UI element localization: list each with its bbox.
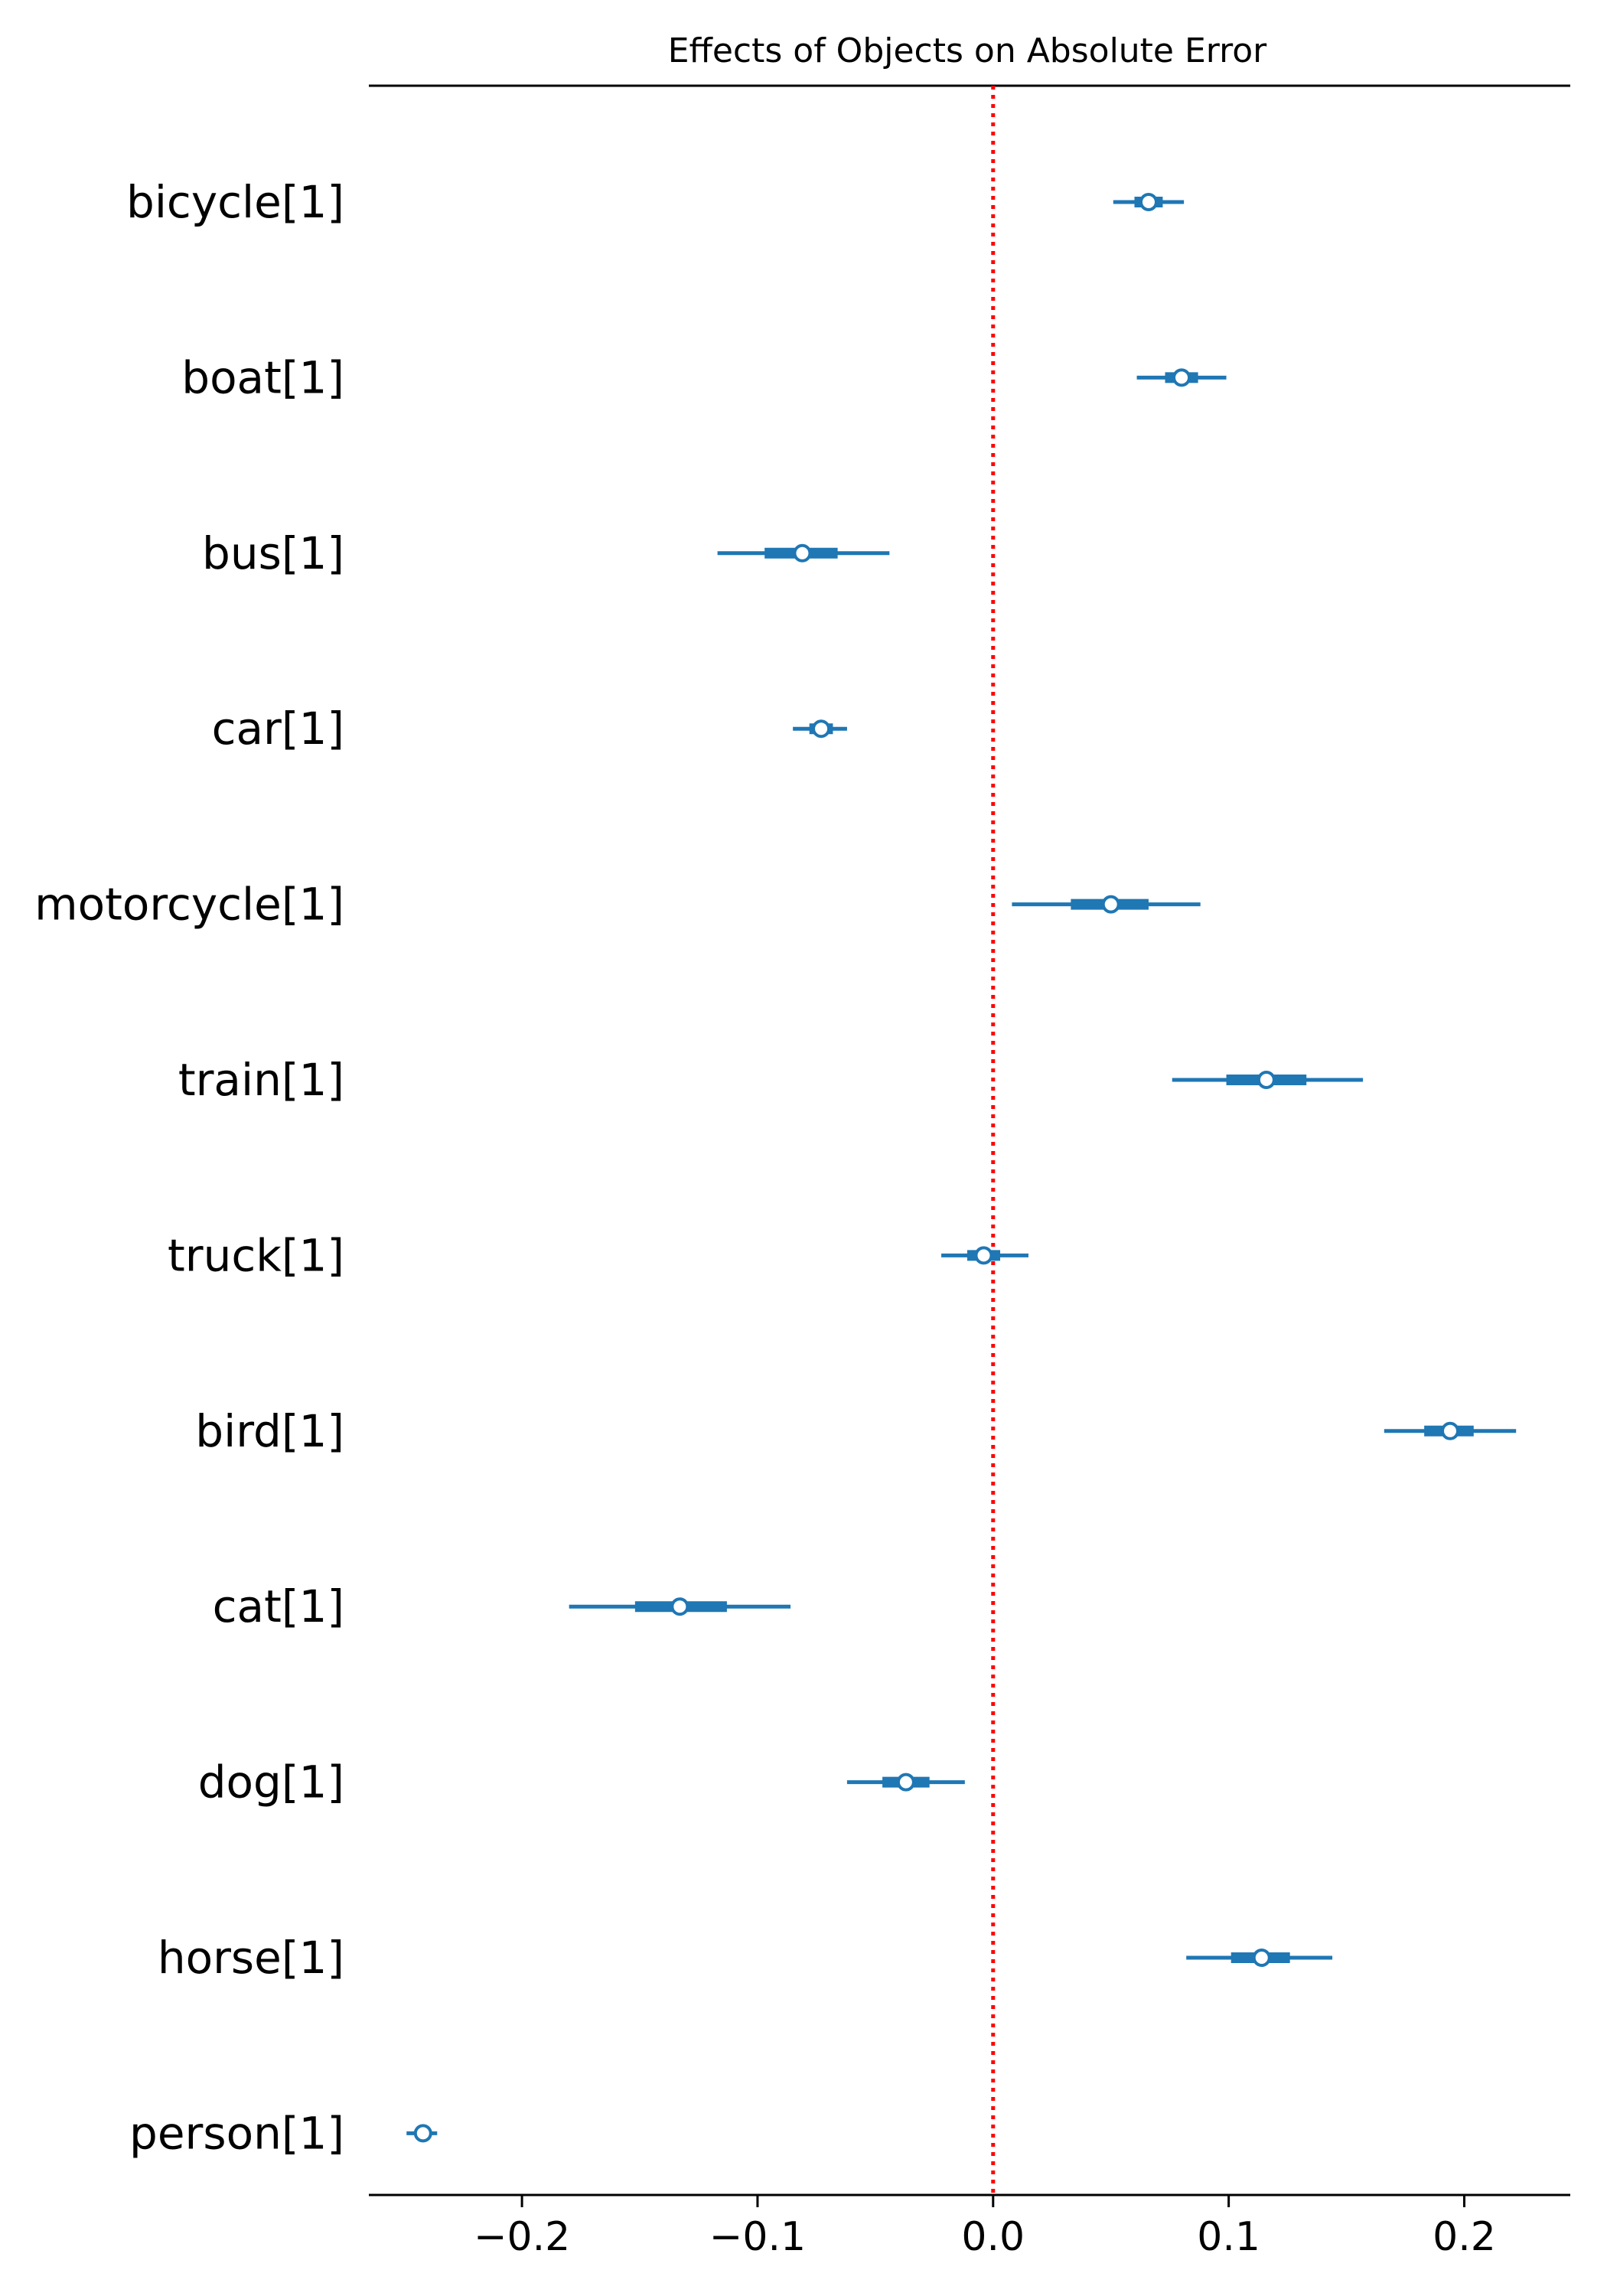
forest-row (717, 543, 890, 563)
x-ticks-layer: −0.2 −0.1 0.0 0.1 0.2 (474, 2195, 1496, 2260)
y-tick-label: dog[1] (198, 1756, 344, 1808)
forest-row (941, 1246, 1028, 1265)
mean-point (1252, 1949, 1271, 1967)
y-tick-label: bus[1] (202, 527, 344, 579)
y-tick-label: cat[1] (213, 1580, 344, 1632)
forest-row (569, 1597, 791, 1616)
mean-point (793, 543, 812, 563)
forest-row (1113, 193, 1185, 211)
y-tick-label: boat[1] (181, 351, 344, 403)
y-tick-label: bicycle[1] (126, 176, 344, 228)
forest-row (1186, 1949, 1333, 1967)
x-tick-label: −0.1 (709, 2214, 806, 2260)
forest-row (793, 719, 847, 739)
x-tick-label: 0.1 (1197, 2214, 1260, 2260)
y-tick-label: train[1] (178, 1054, 344, 1106)
mean-point (1257, 1071, 1276, 1089)
mean-point (1172, 368, 1191, 387)
forest-row (1172, 1071, 1364, 1089)
chart-title: Effects of Objects on Absolute Error (668, 31, 1267, 70)
mean-point (670, 1597, 689, 1616)
mean-point (974, 1246, 993, 1265)
mean-point (1441, 1421, 1459, 1440)
mean-point (812, 719, 831, 739)
forest-row (1136, 368, 1227, 387)
y-tick-label: truck[1] (168, 1229, 344, 1281)
marks-layer (406, 193, 1517, 2143)
forest-row (406, 2124, 438, 2143)
forest-row (1012, 895, 1201, 914)
forest-row (846, 1773, 965, 1792)
y-tick-label: motorcycle[1] (34, 879, 344, 931)
x-tick-label: 0.2 (1433, 2214, 1496, 2260)
mean-point (896, 1773, 915, 1792)
forest-row (1384, 1421, 1517, 1440)
mean-point (413, 2124, 432, 2143)
y-tick-label: bird[1] (195, 1405, 344, 1457)
x-tick-label: −0.2 (474, 2214, 570, 2260)
y-labels-layer: bicycle[1] boat[1] bus[1] car[1] motorcycle[… (34, 176, 344, 2159)
mean-point (1139, 193, 1158, 211)
y-tick-label: car[1] (212, 703, 344, 755)
y-tick-label: person[1] (129, 2107, 344, 2159)
y-tick-label: horse[1] (158, 1932, 344, 1984)
mean-point (1101, 895, 1120, 914)
x-tick-label: 0.0 (961, 2214, 1025, 2260)
